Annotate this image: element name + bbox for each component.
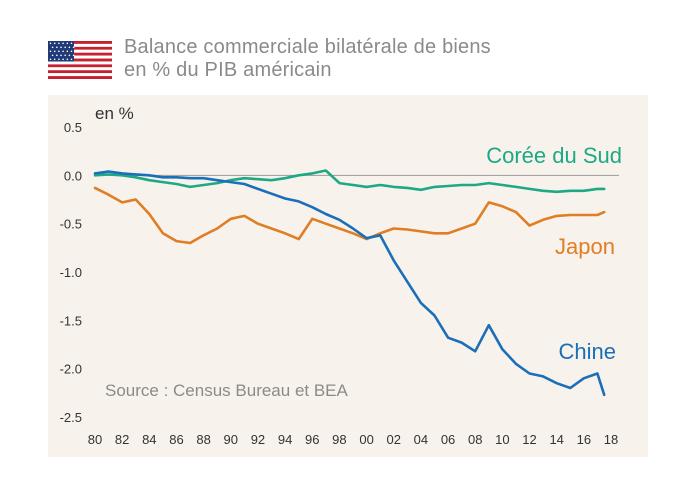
chart-title-line-1: Balance commerciale bilatérale de biens <box>124 36 491 58</box>
x-tick-label: 14 <box>549 432 563 447</box>
flag-stripe <box>48 55 112 59</box>
x-tick-label: 04 <box>414 432 428 447</box>
x-tick-label: 80 <box>88 432 102 447</box>
flag-stripe <box>48 67 112 71</box>
flag-star <box>58 42 60 45</box>
flag-star <box>72 54 75 57</box>
flag-star <box>56 46 58 49</box>
chart-title-line-2: en % du PIB américain <box>124 59 332 81</box>
series-label-china: Chine <box>559 339 616 364</box>
flag-star <box>58 50 60 53</box>
flag-stripe <box>48 61 112 65</box>
y-tick-label: -1.5 <box>60 313 82 328</box>
flag-canton <box>48 41 74 62</box>
flag-star <box>62 58 64 61</box>
flag-star <box>58 58 60 61</box>
flag-stripe <box>48 49 112 53</box>
line-chart: 0.5 0.0 -0.5 -1.0 -1.5 -2.0 -2.5 80 82 84 86 88 90 9… <box>60 104 622 447</box>
flag-star <box>68 46 71 49</box>
y-tick-label: -2.5 <box>60 410 82 425</box>
y-tick-label: -0.5 <box>60 217 82 232</box>
x-tick-label: 84 <box>142 432 156 447</box>
flag-star <box>72 46 75 49</box>
flag-star <box>70 58 73 61</box>
y-tick-label: 0.5 <box>64 120 82 135</box>
y-tick-label: -2.0 <box>60 362 82 377</box>
x-tick-label: 86 <box>169 432 183 447</box>
flag-star <box>70 42 73 45</box>
y-tick-label: 0.0 <box>64 168 82 183</box>
x-tick-label: 00 <box>359 432 373 447</box>
flag-star <box>64 46 66 49</box>
flag-stripe <box>48 58 112 62</box>
x-tick-label: 98 <box>332 432 346 447</box>
y-axis-unit-label: en % <box>95 104 134 123</box>
flag-star <box>64 54 66 57</box>
flag-star <box>62 42 64 45</box>
series-line-korea <box>93 169 606 194</box>
x-tick-label: 90 <box>224 432 238 447</box>
flag-star <box>66 50 69 53</box>
flag-star <box>51 46 54 49</box>
flag-star <box>53 42 56 45</box>
flag-stripe <box>48 64 112 68</box>
flag-star <box>68 54 71 57</box>
flag-star <box>51 54 54 57</box>
flag-stripe <box>48 52 112 56</box>
flag-stripe <box>48 46 112 50</box>
series-line-japan <box>93 186 606 245</box>
x-tick-label: 94 <box>278 432 292 447</box>
flag-star <box>70 50 73 53</box>
flag-stripe <box>48 70 112 74</box>
flag-star <box>49 58 52 61</box>
x-tick-label: 82 <box>115 432 129 447</box>
x-axis-ticks: 80 82 84 86 88 90 92 94 96 98 00 02 04 06 08 10 12 14 16 18 <box>88 432 618 447</box>
flag-star <box>49 42 52 45</box>
source-note: Source : Census Bureau et BEA <box>105 381 349 400</box>
x-tick-label: 92 <box>251 432 265 447</box>
x-tick-label: 18 <box>604 432 618 447</box>
flag-star <box>66 58 69 61</box>
x-tick-label: 16 <box>577 432 591 447</box>
flag-star <box>60 54 62 57</box>
flag-star <box>49 50 52 53</box>
flag-star <box>62 50 64 53</box>
flag-stripe <box>48 41 112 44</box>
chart-panel: 0.5 0.0 -0.5 -1.0 -1.5 -2.0 -2.5 80 82 84 86 88 90 9… <box>48 95 648 457</box>
flag-star <box>53 50 56 53</box>
series-label-japan: Japon <box>555 234 615 259</box>
flag-stripe <box>48 76 112 79</box>
x-tick-label: 08 <box>468 432 482 447</box>
flag-star <box>66 42 69 45</box>
flag-star <box>53 58 56 61</box>
us-flag-icon <box>48 41 112 79</box>
x-tick-label: 96 <box>305 432 319 447</box>
series-label-korea: Corée du Sud <box>486 143 622 168</box>
x-tick-label: 02 <box>387 432 401 447</box>
x-tick-label: 10 <box>495 432 509 447</box>
flag-star <box>56 54 58 57</box>
flag-star <box>60 46 62 49</box>
flag-stripe <box>48 43 112 47</box>
x-tick-label: 06 <box>441 432 455 447</box>
y-tick-label: -1.0 <box>60 265 82 280</box>
x-tick-label: 88 <box>196 432 210 447</box>
y-axis-ticks: 0.5 0.0 -0.5 -1.0 -1.5 -2.0 -2.5 <box>60 120 82 425</box>
series-lines <box>93 169 606 397</box>
flag-stripe <box>48 73 112 77</box>
x-tick-label: 12 <box>522 432 536 447</box>
series-line-china <box>93 170 606 397</box>
